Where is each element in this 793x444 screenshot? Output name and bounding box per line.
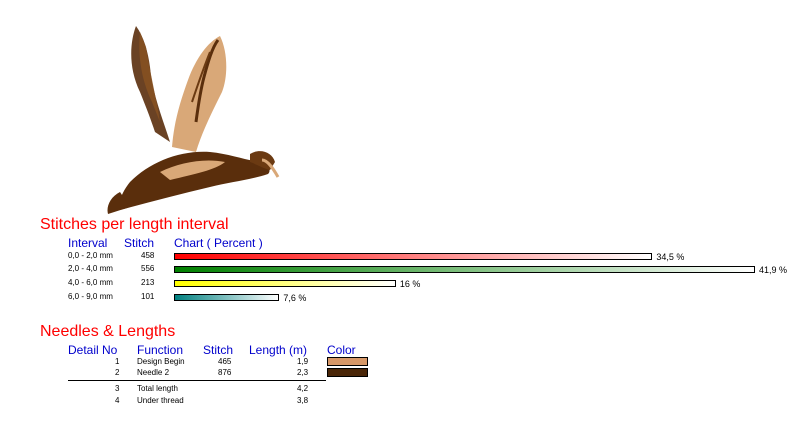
total-length: 4,2: [297, 384, 309, 393]
bird-embroidery-image: [107, 26, 280, 214]
interval-label: 2,0 - 4,0 mm: [68, 264, 113, 273]
header-chart: Chart ( Percent ): [174, 236, 263, 250]
total-function: Total length: [137, 384, 178, 393]
interval-stitch-count: 556: [141, 264, 155, 273]
needle-color-swatch: [327, 368, 368, 377]
percent-label: 7,6 %: [283, 293, 307, 303]
interval-label: 4,0 - 6,0 mm: [68, 278, 113, 287]
needle-function: Needle 2: [137, 368, 170, 377]
needle-function: Design Begin: [137, 357, 185, 366]
total-function: Under thread: [137, 396, 184, 405]
header-function: Function: [137, 343, 184, 357]
total-detail-no: 4: [115, 396, 120, 405]
header-length: Length (m): [249, 343, 308, 357]
header-detail-no: Detail No: [68, 343, 118, 357]
totals-divider: [68, 380, 326, 381]
stitches-section-title: Stitches per length interval: [40, 216, 229, 233]
percent-bar: [174, 280, 396, 287]
needle-detail-no: 2: [115, 368, 120, 377]
percent-bar: [174, 294, 280, 301]
percent-bar: [174, 253, 653, 260]
percent-label: 34,5 %: [656, 252, 685, 262]
interval-stitch-count: 101: [141, 292, 155, 301]
percent-bar: [174, 266, 755, 273]
header-interval: Interval: [68, 236, 108, 250]
percent-label: 41,9 %: [759, 265, 788, 275]
interval-label: 0,0 - 2,0 mm: [68, 251, 113, 260]
interval-stitch-count: 458: [141, 251, 155, 260]
interval-stitch-count: 213: [141, 278, 155, 287]
header-color: Color: [327, 343, 356, 357]
needle-stitch: 465: [218, 357, 232, 366]
flying-bird-embroidery-icon: [107, 26, 280, 214]
interval-label: 6,0 - 9,0 mm: [68, 292, 113, 301]
total-length: 3,8: [297, 396, 309, 405]
percent-label: 16 %: [399, 279, 421, 289]
needle-stitch: 876: [218, 368, 232, 377]
needle-length: 2,3: [297, 368, 309, 377]
total-detail-no: 3: [115, 384, 120, 393]
needles-section-title: Needles & Lengths: [40, 323, 176, 340]
header-needle-stitch: Stitch: [203, 343, 234, 357]
needle-color-swatch: [327, 357, 368, 366]
needle-detail-no: 1: [115, 357, 120, 366]
needle-length: 1,9: [297, 357, 309, 366]
header-stitch: Stitch: [124, 236, 155, 250]
